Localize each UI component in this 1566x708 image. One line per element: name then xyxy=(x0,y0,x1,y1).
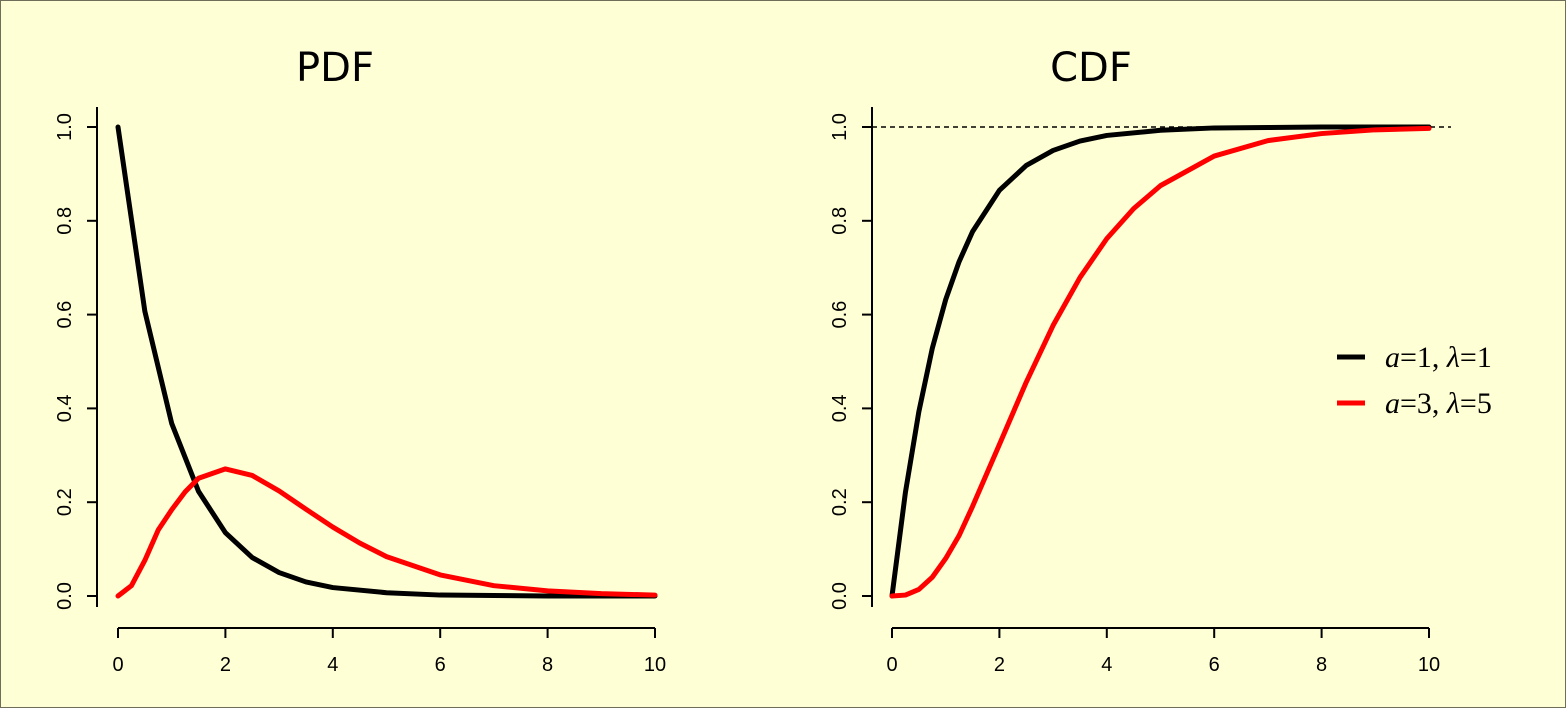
cdf-y-tick-label: 0.6 xyxy=(829,301,851,329)
pdf-y-tick-label: 0.2 xyxy=(54,488,76,516)
legend-label-1-eq2: =1 xyxy=(1460,341,1492,374)
cdf-curves xyxy=(889,124,1432,599)
cdf-x-tick-label: 4 xyxy=(1101,654,1112,676)
pdf-curves xyxy=(115,124,658,599)
pdf-x-tick-label: 0 xyxy=(112,654,123,676)
pdf-panel: PDF 0.0 0.2 0.4 0.6 0.8 1.0 0 2 4 6 8 10 xyxy=(54,45,666,676)
cdf-x-tick-label: 8 xyxy=(1316,654,1327,676)
cdf-x-ticks: 0 2 4 6 8 10 xyxy=(886,628,1440,676)
legend-label-2: a=3, λ=5 xyxy=(1385,387,1492,420)
cdf-panel: CDF 0.0 0.2 0.4 0.6 0.8 1.0 0 2 4 6 8 10 a=1, λ=1 … xyxy=(829,45,1492,676)
cdf-y-tick-label: 0.4 xyxy=(829,394,851,422)
pdf-y-ticks: 0.0 0.2 0.4 0.6 0.8 1.0 xyxy=(54,113,97,610)
legend-entry-2: a=3, λ=5 xyxy=(1337,387,1492,420)
cdf-y-tick-label: 1.0 xyxy=(829,113,851,141)
cdf-y-ticks: 0.0 0.2 0.4 0.6 0.8 1.0 xyxy=(829,113,872,610)
pdf-series-1-line xyxy=(115,124,658,599)
legend: a=1, λ=1 a=3, λ=5 xyxy=(1337,341,1492,420)
cdf-x-tick-label: 2 xyxy=(994,654,1005,676)
legend-label-2-var1: a xyxy=(1385,387,1400,420)
legend-label-1: a=1, λ=1 xyxy=(1385,341,1492,374)
pdf-x-ticks: 0 2 4 6 8 10 xyxy=(112,628,666,676)
pdf-y-tick-label: 1.0 xyxy=(54,113,76,141)
pdf-y-tick-label: 0.8 xyxy=(54,207,76,235)
legend-label-2-eq1: =3, xyxy=(1400,387,1447,420)
legend-label-2-eq2: =5 xyxy=(1460,387,1492,420)
legend-label-2-var2: λ xyxy=(1446,387,1460,420)
cdf-series-2-line xyxy=(889,125,1432,599)
pdf-series-2-line xyxy=(115,466,658,599)
cdf-y-tick-label: 0.0 xyxy=(829,582,851,610)
legend-entry-1: a=1, λ=1 xyxy=(1337,341,1492,374)
cdf-series-1-line xyxy=(889,124,1432,599)
pdf-x-tick-label: 4 xyxy=(327,654,338,676)
legend-label-1-eq1: =1, xyxy=(1400,341,1447,374)
legend-label-1-var2: λ xyxy=(1446,341,1460,374)
pdf-x-tick-label: 10 xyxy=(644,654,666,676)
cdf-y-tick-label: 0.2 xyxy=(829,488,851,516)
cdf-x-tick-label: 0 xyxy=(886,654,897,676)
pdf-x-tick-label: 8 xyxy=(542,654,553,676)
cdf-x-tick-label: 10 xyxy=(1418,654,1440,676)
pdf-y-tick-label: 0.6 xyxy=(54,301,76,329)
pdf-x-tick-label: 6 xyxy=(435,654,446,676)
cdf-x-tick-label: 6 xyxy=(1209,654,1220,676)
pdf-y-tick-label: 0.0 xyxy=(54,582,76,610)
pdf-title: PDF xyxy=(296,45,374,91)
legend-label-1-var1: a xyxy=(1385,341,1400,374)
cdf-y-tick-label: 0.8 xyxy=(829,207,851,235)
pdf-x-tick-label: 2 xyxy=(220,654,231,676)
cdf-title: CDF xyxy=(1050,45,1132,91)
pdf-y-tick-label: 0.4 xyxy=(54,394,76,422)
